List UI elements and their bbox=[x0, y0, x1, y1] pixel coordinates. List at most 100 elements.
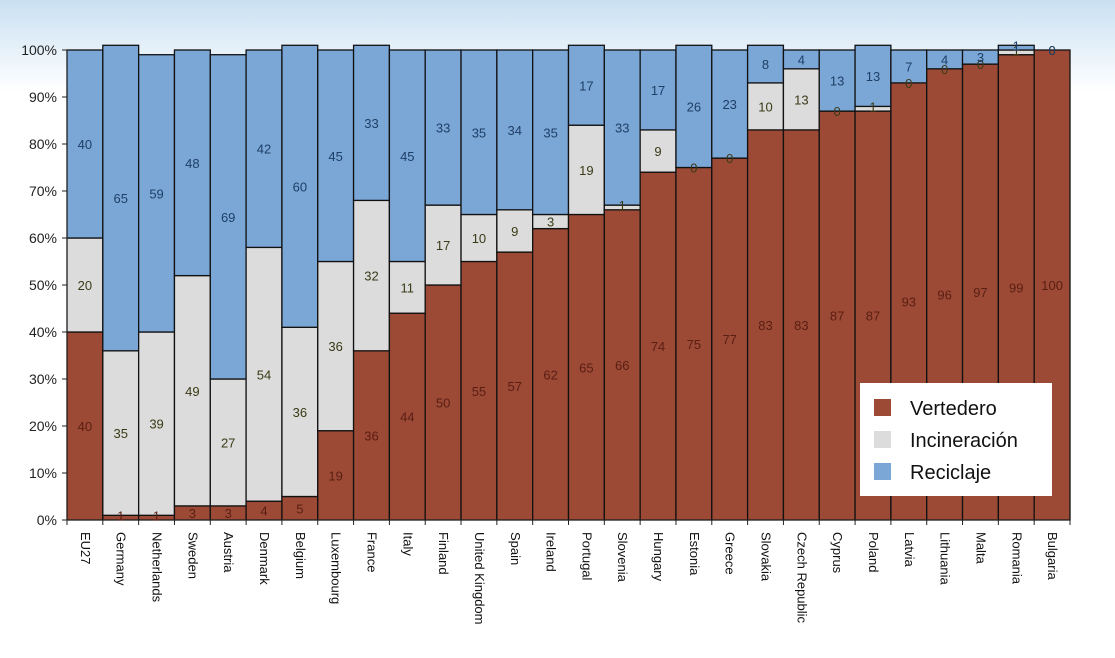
data-label-poland-vertedero: 87 bbox=[866, 309, 880, 324]
bar-netherlands-reciclaje bbox=[137, 54, 176, 333]
data-label-czech-republic-vertedero: 83 bbox=[794, 318, 808, 333]
bar-denmark-incineracion bbox=[245, 246, 283, 502]
category-label-malta: Malta bbox=[973, 532, 988, 565]
data-label-cyprus-reciclaje: 13 bbox=[830, 74, 844, 89]
bar-greece-vertedero bbox=[711, 157, 749, 521]
bar-france-vertedero bbox=[352, 350, 391, 521]
data-label-denmark-vertedero: 4 bbox=[260, 504, 267, 519]
category-label-italy: Italy bbox=[400, 532, 415, 556]
data-label-ireland-incineracion: 3 bbox=[547, 215, 554, 230]
bar-eu27-incineracion bbox=[66, 237, 104, 333]
data-label-greece-incineracion: 0 bbox=[726, 151, 733, 166]
category-label-luxembourg: Luxembourg bbox=[329, 532, 344, 604]
bar-luxembourg-reciclaje bbox=[317, 49, 355, 263]
data-label-united-kingdom-reciclaje: 35 bbox=[472, 125, 486, 140]
data-label-denmark-incineracion: 54 bbox=[257, 367, 271, 382]
data-label-slovenia-reciclaje: 33 bbox=[615, 121, 629, 136]
y-tick-label: 90% bbox=[29, 89, 57, 105]
legend-label-reciclaje: Reciclaje bbox=[910, 462, 991, 484]
data-label-belgium-reciclaje: 60 bbox=[293, 179, 307, 194]
category-label-poland: Poland bbox=[866, 532, 881, 572]
data-label-poland-incineracion: 1 bbox=[869, 99, 876, 114]
data-label-romania-reciclaje: 1 bbox=[1013, 38, 1020, 53]
category-label-lithuania: Lithuania bbox=[938, 532, 953, 586]
data-label-italy-vertedero: 44 bbox=[400, 410, 414, 425]
bar-sweden-incineracion bbox=[173, 274, 211, 507]
category-label-slovakia: Slovakia bbox=[759, 532, 774, 582]
category-label-belgium: Belgium bbox=[293, 532, 308, 579]
category-label-hungary: Hungary bbox=[651, 532, 666, 582]
bar-united-kingdom-vertedero bbox=[460, 260, 498, 521]
y-tick-label: 70% bbox=[29, 183, 57, 199]
bar-slovakia-incineracion bbox=[746, 82, 785, 131]
axes-layer: 0% 10% 20% 30% 40% 50% 60% 70% 80% 90% 100% bbox=[21, 42, 1071, 528]
category-label-eu27: EU27 bbox=[78, 532, 93, 565]
data-label-netherlands-vertedero: 1 bbox=[153, 508, 160, 523]
data-label-latvia-vertedero: 93 bbox=[902, 294, 916, 309]
category-label-sweden: Sweden bbox=[185, 532, 200, 579]
data-label-bulgaria-incineracion: 0 bbox=[1048, 43, 1055, 58]
y-tick-label: 80% bbox=[29, 136, 57, 152]
bar-denmark-reciclaje bbox=[245, 49, 283, 249]
data-label-lithuania-incineracion: 0 bbox=[941, 62, 948, 77]
bar-eu27-reciclaje bbox=[66, 49, 104, 239]
data-label-sweden-reciclaje: 48 bbox=[185, 156, 199, 171]
bar-finland-incineracion bbox=[424, 204, 462, 286]
bar-cyprus-vertedero bbox=[818, 110, 856, 521]
bar-germany-reciclaje bbox=[102, 44, 140, 352]
data-label-poland-reciclaje: 13 bbox=[866, 69, 880, 84]
bar-sweden-reciclaje bbox=[173, 49, 211, 277]
category-label-cyprus: Cyprus bbox=[830, 532, 845, 574]
category-label-austria: Austria bbox=[221, 532, 236, 573]
data-label-czech-republic-incineracion: 13 bbox=[794, 92, 808, 107]
data-label-bulgaria-reciclaje: 0 bbox=[1048, 43, 1055, 58]
bar-czech-republic-incineracion bbox=[782, 68, 820, 131]
category-label-france: France bbox=[364, 532, 379, 572]
data-label-ireland-reciclaje: 35 bbox=[543, 125, 557, 140]
y-tick-label: 60% bbox=[29, 230, 57, 246]
data-label-greece-reciclaje: 23 bbox=[722, 97, 736, 112]
y-tick-label: 100% bbox=[21, 42, 57, 58]
data-label-germany-reciclaje: 65 bbox=[113, 191, 127, 206]
data-label-luxembourg-incineracion: 36 bbox=[328, 339, 342, 354]
category-label-netherlands: Netherlands bbox=[150, 532, 165, 603]
bar-luxembourg-incineracion bbox=[317, 260, 355, 432]
category-label-portugal: Portugal bbox=[579, 532, 594, 581]
data-label-ireland-vertedero: 62 bbox=[543, 367, 557, 382]
category-label-czech-republic: Czech Republic bbox=[794, 532, 809, 624]
data-label-germany-incineracion: 35 bbox=[113, 426, 127, 441]
bar-italy-reciclaje bbox=[388, 49, 426, 263]
y-tick-label: 20% bbox=[29, 418, 57, 434]
bar-estonia-vertedero bbox=[675, 166, 713, 521]
data-label-finland-vertedero: 50 bbox=[436, 396, 450, 411]
data-label-slovenia-incineracion: 1 bbox=[619, 198, 626, 213]
y-tick-label: 0% bbox=[37, 512, 57, 528]
data-label-spain-reciclaje: 34 bbox=[508, 123, 522, 138]
data-label-luxembourg-vertedero: 19 bbox=[328, 468, 342, 483]
data-label-italy-incineracion: 11 bbox=[401, 280, 415, 295]
category-label-ireland: Ireland bbox=[544, 532, 559, 572]
data-label-sweden-vertedero: 3 bbox=[189, 506, 196, 521]
data-label-austria-reciclaje: 69 bbox=[221, 210, 235, 225]
data-label-united-kingdom-vertedero: 55 bbox=[472, 384, 486, 399]
bar-france-reciclaje bbox=[352, 44, 391, 202]
data-label-luxembourg-reciclaje: 45 bbox=[328, 149, 342, 164]
bar-czech-republic-vertedero bbox=[782, 129, 820, 521]
bar-latvia-reciclaje bbox=[890, 49, 928, 84]
bar-ireland-vertedero bbox=[532, 227, 570, 521]
bar-united-kingdom-reciclaje bbox=[460, 49, 498, 216]
bar-hungary-incineracion bbox=[639, 129, 677, 173]
data-label-spain-vertedero: 57 bbox=[508, 379, 522, 394]
data-label-belgium-vertedero: 5 bbox=[296, 501, 303, 516]
data-label-romania-incineracion: 1 bbox=[1013, 43, 1020, 58]
data-label-finland-reciclaje: 33 bbox=[436, 121, 450, 136]
data-label-austria-incineracion: 27 bbox=[221, 435, 235, 450]
legend-swatch-incineracion bbox=[874, 431, 891, 448]
data-label-eu27-vertedero: 40 bbox=[78, 419, 92, 434]
legend-swatch-vertedero bbox=[874, 399, 891, 416]
data-label-france-reciclaje: 33 bbox=[364, 116, 378, 131]
category-label-greece: Greece bbox=[723, 532, 738, 575]
y-tick-label: 10% bbox=[29, 465, 57, 481]
data-label-slovakia-reciclaje: 8 bbox=[762, 57, 769, 72]
data-label-estonia-vertedero: 75 bbox=[687, 337, 701, 352]
